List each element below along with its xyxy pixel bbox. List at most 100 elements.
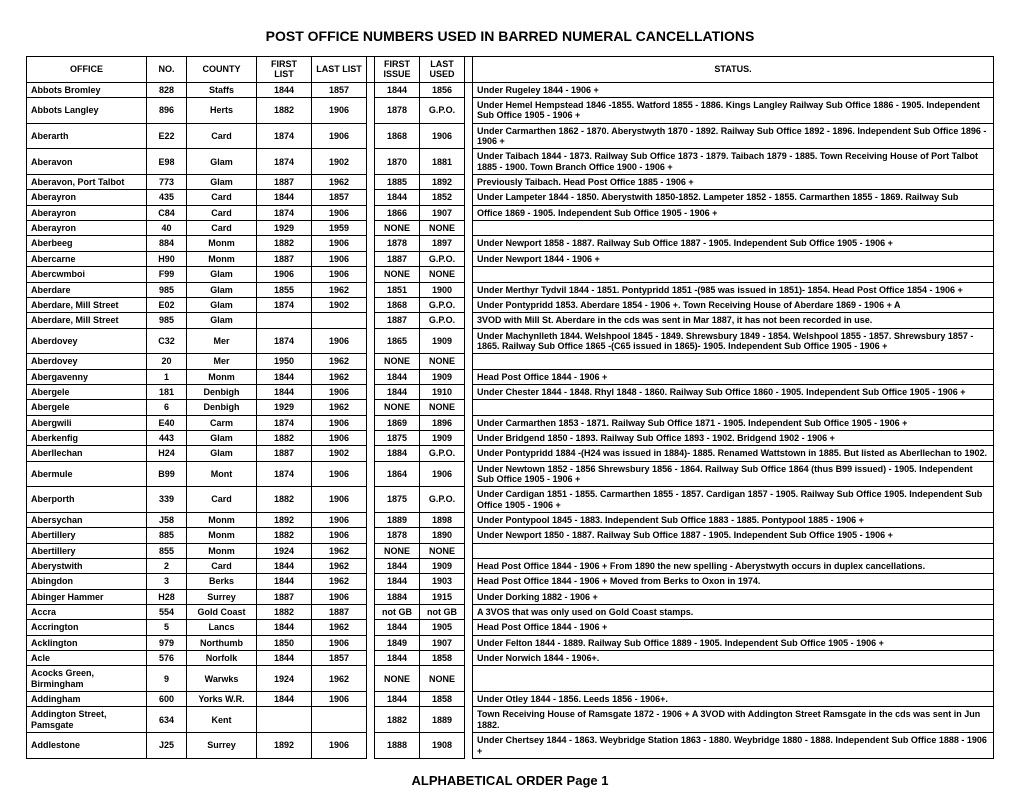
table-cell: 1910: [420, 384, 465, 399]
table-cell: H90: [147, 251, 187, 266]
table-cell: 1857: [312, 82, 367, 97]
table-cell: NONE: [375, 267, 420, 282]
table-cell: 884: [147, 236, 187, 251]
table-cell: 1844: [257, 369, 312, 384]
page-footer: ALPHABETICAL ORDER Page 1: [26, 773, 994, 788]
table-cell: 1906: [312, 528, 367, 543]
table-cell: 1906: [312, 487, 367, 513]
table-cell: 1892: [257, 513, 312, 528]
table-cell: 1962: [312, 175, 367, 190]
table-cell: 1962: [312, 369, 367, 384]
gap-cell: [367, 149, 375, 175]
table-cell: Carm: [187, 415, 257, 430]
col-office: OFFICE: [27, 57, 147, 83]
gap-cell: [367, 513, 375, 528]
table-cell: 1906: [312, 98, 367, 124]
table-cell: 1844: [257, 692, 312, 707]
table-cell: 1906: [312, 513, 367, 528]
gap-cell: [367, 251, 375, 266]
table-cell: 1874: [257, 461, 312, 487]
table-cell: 1875: [375, 430, 420, 445]
table-cell: 576: [147, 651, 187, 666]
table-cell: 1909: [420, 369, 465, 384]
table-cell: 1844: [375, 574, 420, 589]
table-cell: 1844: [375, 620, 420, 635]
table-cell: 1950: [257, 354, 312, 369]
table-cell: Under Newtown 1852 - 1856 Shrewsbury 185…: [473, 461, 994, 487]
table-cell: Acocks Green, Birmingham: [27, 666, 147, 692]
table-cell: 1909: [420, 430, 465, 445]
table-cell: 979: [147, 635, 187, 650]
table-cell: Addlestone: [27, 733, 147, 759]
table-cell: Surrey: [187, 733, 257, 759]
gap-cell: [465, 692, 473, 707]
table-cell: 1851: [375, 282, 420, 297]
table-cell: [473, 666, 994, 692]
table-cell: [473, 400, 994, 415]
table-row: Addingham600Yorks W.R.1844190618441858Un…: [27, 692, 994, 707]
table-cell: 773: [147, 175, 187, 190]
table-cell: Under Hemel Hempstead 1846 -1855. Watfor…: [473, 98, 994, 124]
table-cell: 1882: [257, 98, 312, 124]
table-row: Aberporth339Card188219061875G.P.O.Under …: [27, 487, 994, 513]
col-gap2: [465, 57, 473, 83]
table-cell: Mont: [187, 461, 257, 487]
gap-cell: [465, 513, 473, 528]
table-row: Acklington979Northumb1850190618491907Und…: [27, 635, 994, 650]
table-cell: Under Rugeley 1844 - 1906 +: [473, 82, 994, 97]
table-cell: Under Bridgend 1850 - 1893. Railway Sub …: [473, 430, 994, 445]
table-cell: 1882: [375, 707, 420, 733]
table-cell: 181: [147, 384, 187, 399]
col-gap: [367, 57, 375, 83]
gap-cell: [367, 446, 375, 461]
table-cell: 1962: [312, 559, 367, 574]
table-cell: 1907: [420, 205, 465, 220]
table-cell: 1924: [257, 543, 312, 558]
table-cell: 1874: [257, 205, 312, 220]
table-cell: 1889: [420, 707, 465, 733]
table-cell: Aberavon: [27, 149, 147, 175]
table-cell: 554: [147, 605, 187, 620]
table-cell: 1962: [312, 574, 367, 589]
table-cell: Under Chester 1844 - 1848. Rhyl 1848 - 1…: [473, 384, 994, 399]
table-cell: 1885: [375, 175, 420, 190]
table-cell: Aberdovey: [27, 328, 147, 354]
table-cell: 3VOD with Mill St. Aberdare in the cds w…: [473, 313, 994, 328]
table-cell: 1908: [420, 733, 465, 759]
table-cell: [473, 221, 994, 236]
table-row: Abergele6Denbigh19291962NONENONE: [27, 400, 994, 415]
gap-cell: [367, 620, 375, 635]
gap-cell: [367, 175, 375, 190]
table-cell: 1962: [312, 543, 367, 558]
table-cell: 855: [147, 543, 187, 558]
table-cell: 1905: [420, 620, 465, 635]
table-cell: 2: [147, 559, 187, 574]
table-cell: 985: [147, 282, 187, 297]
table-cell: 6: [147, 400, 187, 415]
table-cell: 1902: [312, 297, 367, 312]
table-cell: Card: [187, 123, 257, 149]
gap-cell: [465, 205, 473, 220]
col-no: NO.: [147, 57, 187, 83]
table-cell: B99: [147, 461, 187, 487]
table-cell: 1865: [375, 328, 420, 354]
table-cell: 1881: [420, 149, 465, 175]
gap-cell: [465, 707, 473, 733]
table-cell: G.P.O.: [420, 487, 465, 513]
table-row: Abbots Bromley828Staffs1844185718441856U…: [27, 82, 994, 97]
gap-cell: [465, 543, 473, 558]
table-cell: Northumb: [187, 635, 257, 650]
table-cell: Aberllechan: [27, 446, 147, 461]
gap-cell: [465, 461, 473, 487]
gap-cell: [465, 354, 473, 369]
table-cell: NONE: [420, 221, 465, 236]
gap-cell: [465, 651, 473, 666]
table-cell: Glam: [187, 297, 257, 312]
table-cell: Addington Street, Pamsgate: [27, 707, 147, 733]
table-cell: Aberayron: [27, 190, 147, 205]
table-cell: Monm: [187, 513, 257, 528]
table-cell: 1892: [420, 175, 465, 190]
table-cell: 1900: [420, 282, 465, 297]
table-cell: Under Otley 1844 - 1856. Leeds 1856 - 19…: [473, 692, 994, 707]
table-cell: Abingdon: [27, 574, 147, 589]
